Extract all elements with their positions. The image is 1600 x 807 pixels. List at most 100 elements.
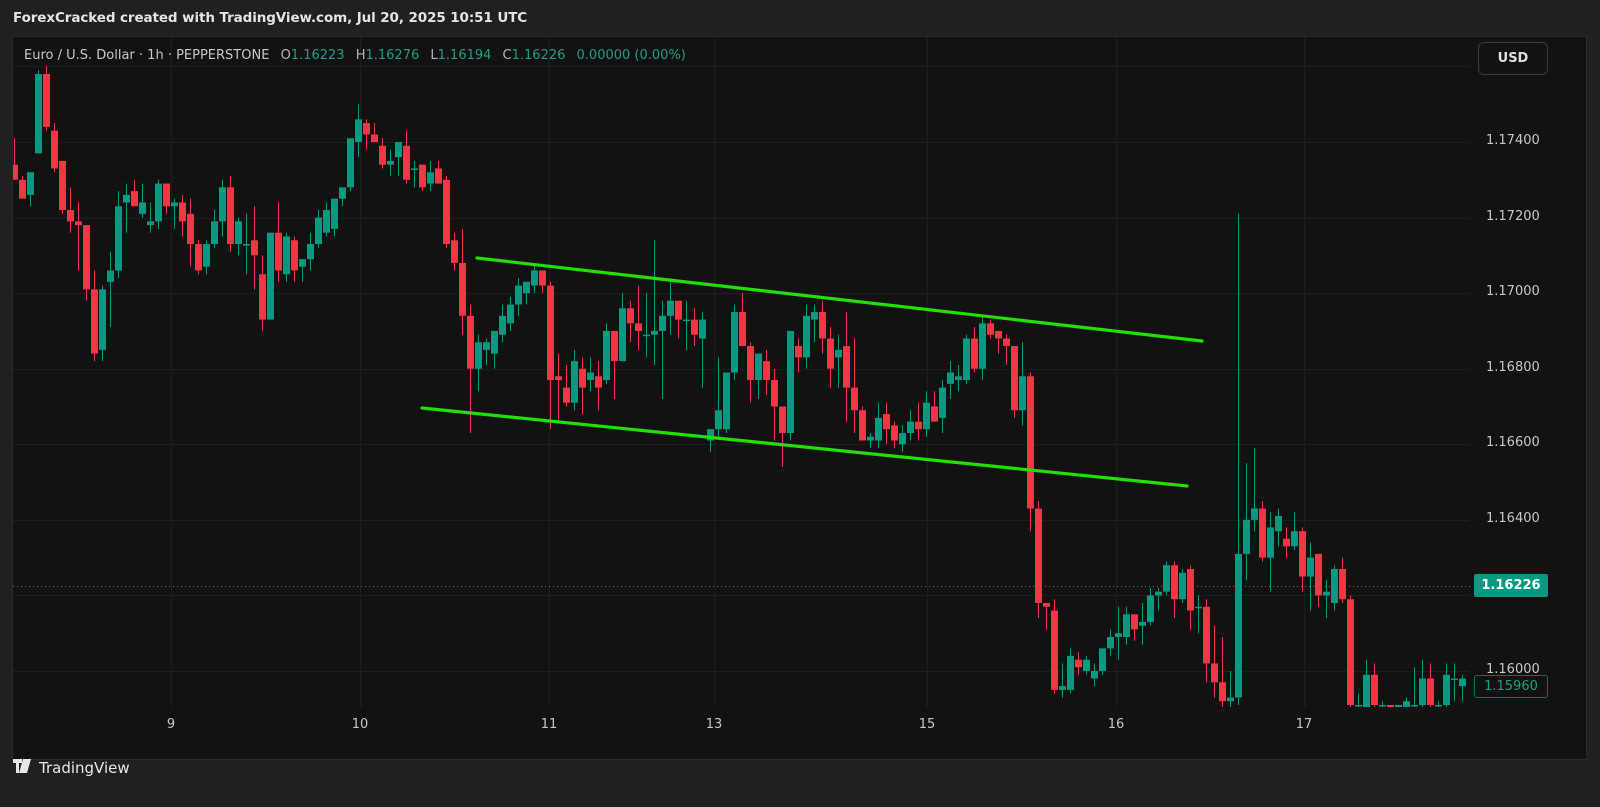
- candle-up: [1083, 659, 1090, 672]
- candle-down: [827, 338, 834, 369]
- candle-down: [691, 319, 698, 335]
- candle-up: [115, 206, 122, 271]
- candle-up: [267, 232, 274, 320]
- candle-down: [435, 168, 442, 184]
- candle-up: [1443, 674, 1450, 706]
- symbol-title[interactable]: Euro / U.S. Dollar · 1h · PEPPERSTONE: [24, 48, 270, 63]
- candle-up: [755, 353, 762, 381]
- price-tick-label: 1.17000: [1486, 284, 1540, 299]
- candle-down: [91, 289, 98, 354]
- price-tick-label: 1.17200: [1486, 209, 1540, 224]
- candle-down: [987, 323, 994, 335]
- candle-up: [99, 289, 106, 350]
- low-label: L: [430, 48, 438, 63]
- candle-up: [1307, 557, 1314, 577]
- candle-up: [699, 319, 706, 339]
- candle-up: [651, 330, 658, 335]
- open-value: 1.16223: [290, 48, 345, 63]
- candle-up: [1355, 705, 1362, 707]
- candle-down: [75, 221, 82, 226]
- close-value: 1.16226: [511, 48, 566, 63]
- candle-up: [27, 172, 34, 195]
- candle-up: [411, 168, 418, 170]
- candle-up: [299, 259, 306, 267]
- candle-up: [603, 330, 610, 381]
- candle-up: [387, 160, 394, 165]
- tradingview-logo-text: TradingView: [39, 759, 130, 777]
- candle-up: [875, 417, 882, 441]
- candle-up: [395, 142, 402, 158]
- candle-down: [1027, 376, 1034, 509]
- candle-down: [1339, 568, 1346, 600]
- candle-up: [155, 183, 162, 222]
- channel-upper-trendline: [475, 256, 1204, 343]
- candle-up: [1123, 614, 1130, 637]
- chart-pane[interactable]: [12, 36, 1587, 760]
- candle-up: [715, 410, 722, 430]
- candle-up: [923, 402, 930, 430]
- candle-down: [555, 376, 562, 381]
- candle-up: [955, 376, 962, 381]
- candle-up: [811, 312, 818, 320]
- candle-up: [107, 270, 114, 282]
- candle-up: [1451, 678, 1458, 681]
- candle-down: [1387, 705, 1394, 707]
- candle-down: [1187, 568, 1194, 611]
- candle-up: [1195, 606, 1202, 609]
- candle-down: [627, 308, 634, 324]
- candles-group: [13, 66, 1466, 707]
- candle-down: [163, 183, 170, 207]
- candle-up: [1411, 705, 1418, 707]
- candle-up: [1363, 674, 1370, 707]
- symbol-legend: Euro / U.S. Dollar · 1h · PEPPERSTONE O1…: [24, 48, 686, 63]
- tradingview-logo[interactable]: TradingView: [13, 759, 130, 777]
- candle-down: [1211, 663, 1218, 683]
- candle-down: [1315, 553, 1322, 596]
- chart-caption: ForexCracked created with TradingView.co…: [13, 10, 528, 26]
- candle-up: [707, 429, 714, 441]
- candle-down: [771, 380, 778, 407]
- candle-up: [731, 312, 738, 373]
- candle-up: [1091, 671, 1098, 679]
- currency-button[interactable]: USD: [1478, 42, 1548, 75]
- candle-down: [1219, 682, 1226, 702]
- candle-up: [1147, 595, 1154, 622]
- candle-down: [1035, 508, 1042, 603]
- candle-down: [547, 285, 554, 381]
- candle-up: [723, 372, 730, 430]
- candle-up: [219, 187, 226, 222]
- candle-down: [595, 376, 602, 388]
- candle-up: [907, 421, 914, 433]
- candle-down: [795, 346, 802, 358]
- candle-down: [187, 213, 194, 245]
- candle-down: [635, 323, 642, 331]
- candle-up: [963, 338, 970, 381]
- high-value: 1.16276: [365, 48, 420, 63]
- candle-down: [1171, 565, 1178, 600]
- candle-up: [515, 285, 522, 305]
- candle-down: [931, 406, 938, 422]
- candle-up: [803, 315, 810, 358]
- candle-down: [891, 425, 898, 441]
- candle-down: [1003, 338, 1010, 347]
- candle-up: [1275, 516, 1282, 532]
- prev-close-badge: 1.15960: [1474, 675, 1548, 698]
- open-label: O: [280, 48, 291, 63]
- channel-lower-trendline: [420, 406, 1189, 488]
- candle-down: [419, 164, 426, 188]
- tradingview-logo-icon: [13, 759, 35, 777]
- candle-up: [787, 330, 794, 433]
- candle-up: [1227, 697, 1234, 702]
- candle-down: [1203, 606, 1210, 664]
- candle-up: [123, 194, 130, 203]
- candle-down: [859, 410, 866, 441]
- time-tick-label: 9: [166, 717, 176, 732]
- candle-up: [35, 73, 42, 154]
- candle-up: [1267, 527, 1274, 558]
- candle-up: [235, 221, 242, 245]
- candle-up: [1331, 568, 1338, 603]
- candle-up: [507, 304, 514, 324]
- candle-up: [947, 372, 954, 384]
- time-tick-label: 15: [918, 717, 936, 732]
